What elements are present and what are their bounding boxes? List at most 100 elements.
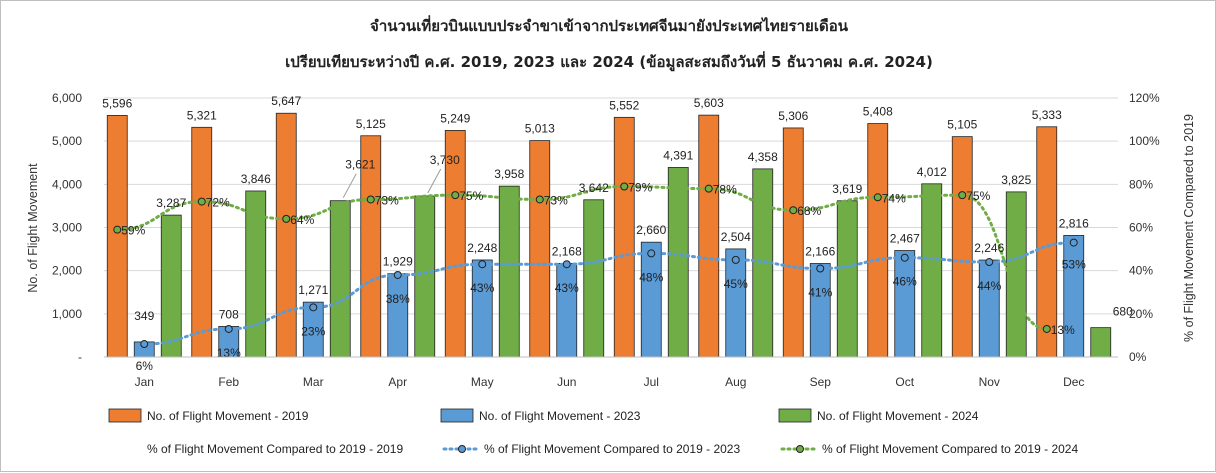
bar-value-label: 5,125: [356, 117, 386, 131]
bar-value-label: 349: [134, 309, 154, 323]
bar-value-label: 2,168: [552, 244, 582, 258]
bar-value-label: 5,647: [271, 94, 301, 108]
y-tick-label: 1,000: [52, 307, 82, 321]
bar-value-label: 3,619: [832, 182, 862, 196]
pct-value-label: 45%: [724, 277, 748, 291]
pct-value-label: 75%: [459, 189, 483, 203]
legend-label: % of Flight Movement Compared to 2019 - …: [147, 442, 403, 456]
bar: [613, 116, 635, 358]
bar-value-label: 5,321: [187, 108, 217, 122]
pct-value-label: 59%: [121, 224, 145, 238]
bar: [387, 273, 409, 358]
bar-value-label: 5,603: [694, 96, 724, 110]
pct-marker: [647, 249, 656, 258]
y2-tick-label: 20%: [1129, 307, 1153, 321]
bar-value-label: 2,467: [890, 232, 920, 246]
pct-value-label: 48%: [639, 270, 663, 284]
pct-marker: [451, 191, 460, 200]
bar: [1063, 235, 1085, 358]
legend-label: % of Flight Movement Compared to 2019 - …: [822, 442, 1078, 456]
pct-value-label: 13%: [217, 346, 241, 360]
bar-value-label: 3,825: [1001, 173, 1031, 187]
bar: [275, 112, 297, 358]
bar-value-label: 1,271: [298, 283, 328, 297]
pct-marker: [900, 253, 909, 262]
x-tick-label: Oct: [895, 375, 914, 389]
pct-marker: [620, 182, 629, 191]
pct-marker: [958, 191, 967, 200]
data-labels: 5,596 5,321 5,647 5,125 5,249 5,013 5,552 5,603…: [102, 94, 1133, 373]
pct-value-label: 41%: [808, 286, 832, 300]
pct-value-label: 43%: [555, 281, 579, 295]
bar: [329, 200, 351, 358]
pct-marker: [731, 255, 740, 264]
x-tick-label: Nov: [979, 375, 1000, 389]
bar-value-label: 1,929: [383, 255, 413, 269]
pct-lines: [113, 182, 1078, 349]
bar-value-label: 4,391: [663, 148, 693, 162]
bar-value-label: 3,846: [241, 172, 271, 186]
bar: [583, 199, 605, 358]
bar: [921, 183, 943, 358]
bar-value-label: 5,105: [947, 118, 977, 132]
bar: [836, 200, 858, 358]
bar: [809, 263, 831, 358]
bar-value-label: 4,358: [748, 150, 778, 164]
pct-marker: [873, 193, 882, 202]
pct-value-label: 73%: [375, 193, 399, 207]
pct-marker: [140, 340, 149, 349]
pct-marker: [282, 214, 291, 223]
y-tick-label: 4,000: [52, 177, 82, 191]
chart-subtitle: เปรียบเทียบระหว่างปี ค.ศ. 2019, 2023 และ…: [285, 51, 933, 72]
x-tick-label: Aug: [725, 375, 746, 389]
bar-value-label: 5,596: [102, 96, 132, 110]
bar-value-label: 5,249: [440, 111, 470, 125]
x-tick-label: Mar: [303, 375, 324, 389]
pct-marker: [562, 260, 571, 269]
bar: [471, 259, 493, 358]
bar: [867, 123, 889, 358]
bar: [191, 126, 213, 358]
pct-value-label: 73%: [544, 193, 568, 207]
pct-marker: [478, 260, 487, 269]
legend-label: No. of Flight Movement - 2024: [817, 409, 979, 423]
pct-marker: [197, 197, 206, 206]
bar-value-label: 5,333: [1032, 108, 1062, 122]
bar: [667, 167, 689, 358]
bar-value-label: 4,012: [917, 165, 947, 179]
bar-value-label: 2,504: [721, 230, 751, 244]
pct-marker: [1069, 238, 1078, 247]
y2-tick-label: 80%: [1129, 177, 1153, 191]
bars: [106, 112, 1112, 358]
pct-value-label: 79%: [628, 180, 652, 194]
axes: - 1,000 2,000 3,000 4,000 5,000 6,000 0% 20% 40% 6…: [52, 91, 1160, 389]
legend-label: No. of Flight Movement - 2019: [147, 409, 309, 423]
y-tick-label: 6,000: [52, 91, 82, 105]
bar-value-label: 3,621: [345, 158, 375, 172]
y2-tick-label: 0%: [1129, 350, 1147, 364]
bar-value-label: 3,642: [579, 181, 609, 195]
y2-tick-label: 120%: [1129, 91, 1160, 105]
bar-value-label: 5,408: [863, 105, 893, 119]
pct-value-label: 64%: [290, 213, 314, 227]
bar: [894, 250, 916, 358]
pct-value-label: 6%: [136, 359, 154, 373]
x-tick-label: Jun: [557, 375, 576, 389]
y2-axis-label: % of Flight Movement Compared to 2019: [1182, 114, 1196, 342]
legend-swatch: [778, 408, 812, 423]
x-tick-label: Feb: [218, 375, 239, 389]
y-tick-label: 2,000: [52, 264, 82, 278]
leader-line: [427, 168, 442, 194]
bar: [782, 127, 804, 358]
pct-value-label: 72%: [206, 196, 230, 210]
leader-line: [342, 173, 357, 198]
pct-value-label: 75%: [966, 189, 990, 203]
pct-marker: [704, 184, 713, 193]
bar-value-label: 3,958: [494, 167, 524, 181]
x-tick-label: Jul: [644, 375, 659, 389]
y-tick-label: 5,000: [52, 134, 82, 148]
pct-marker: [789, 206, 798, 215]
x-tick-label: Jan: [135, 375, 154, 389]
